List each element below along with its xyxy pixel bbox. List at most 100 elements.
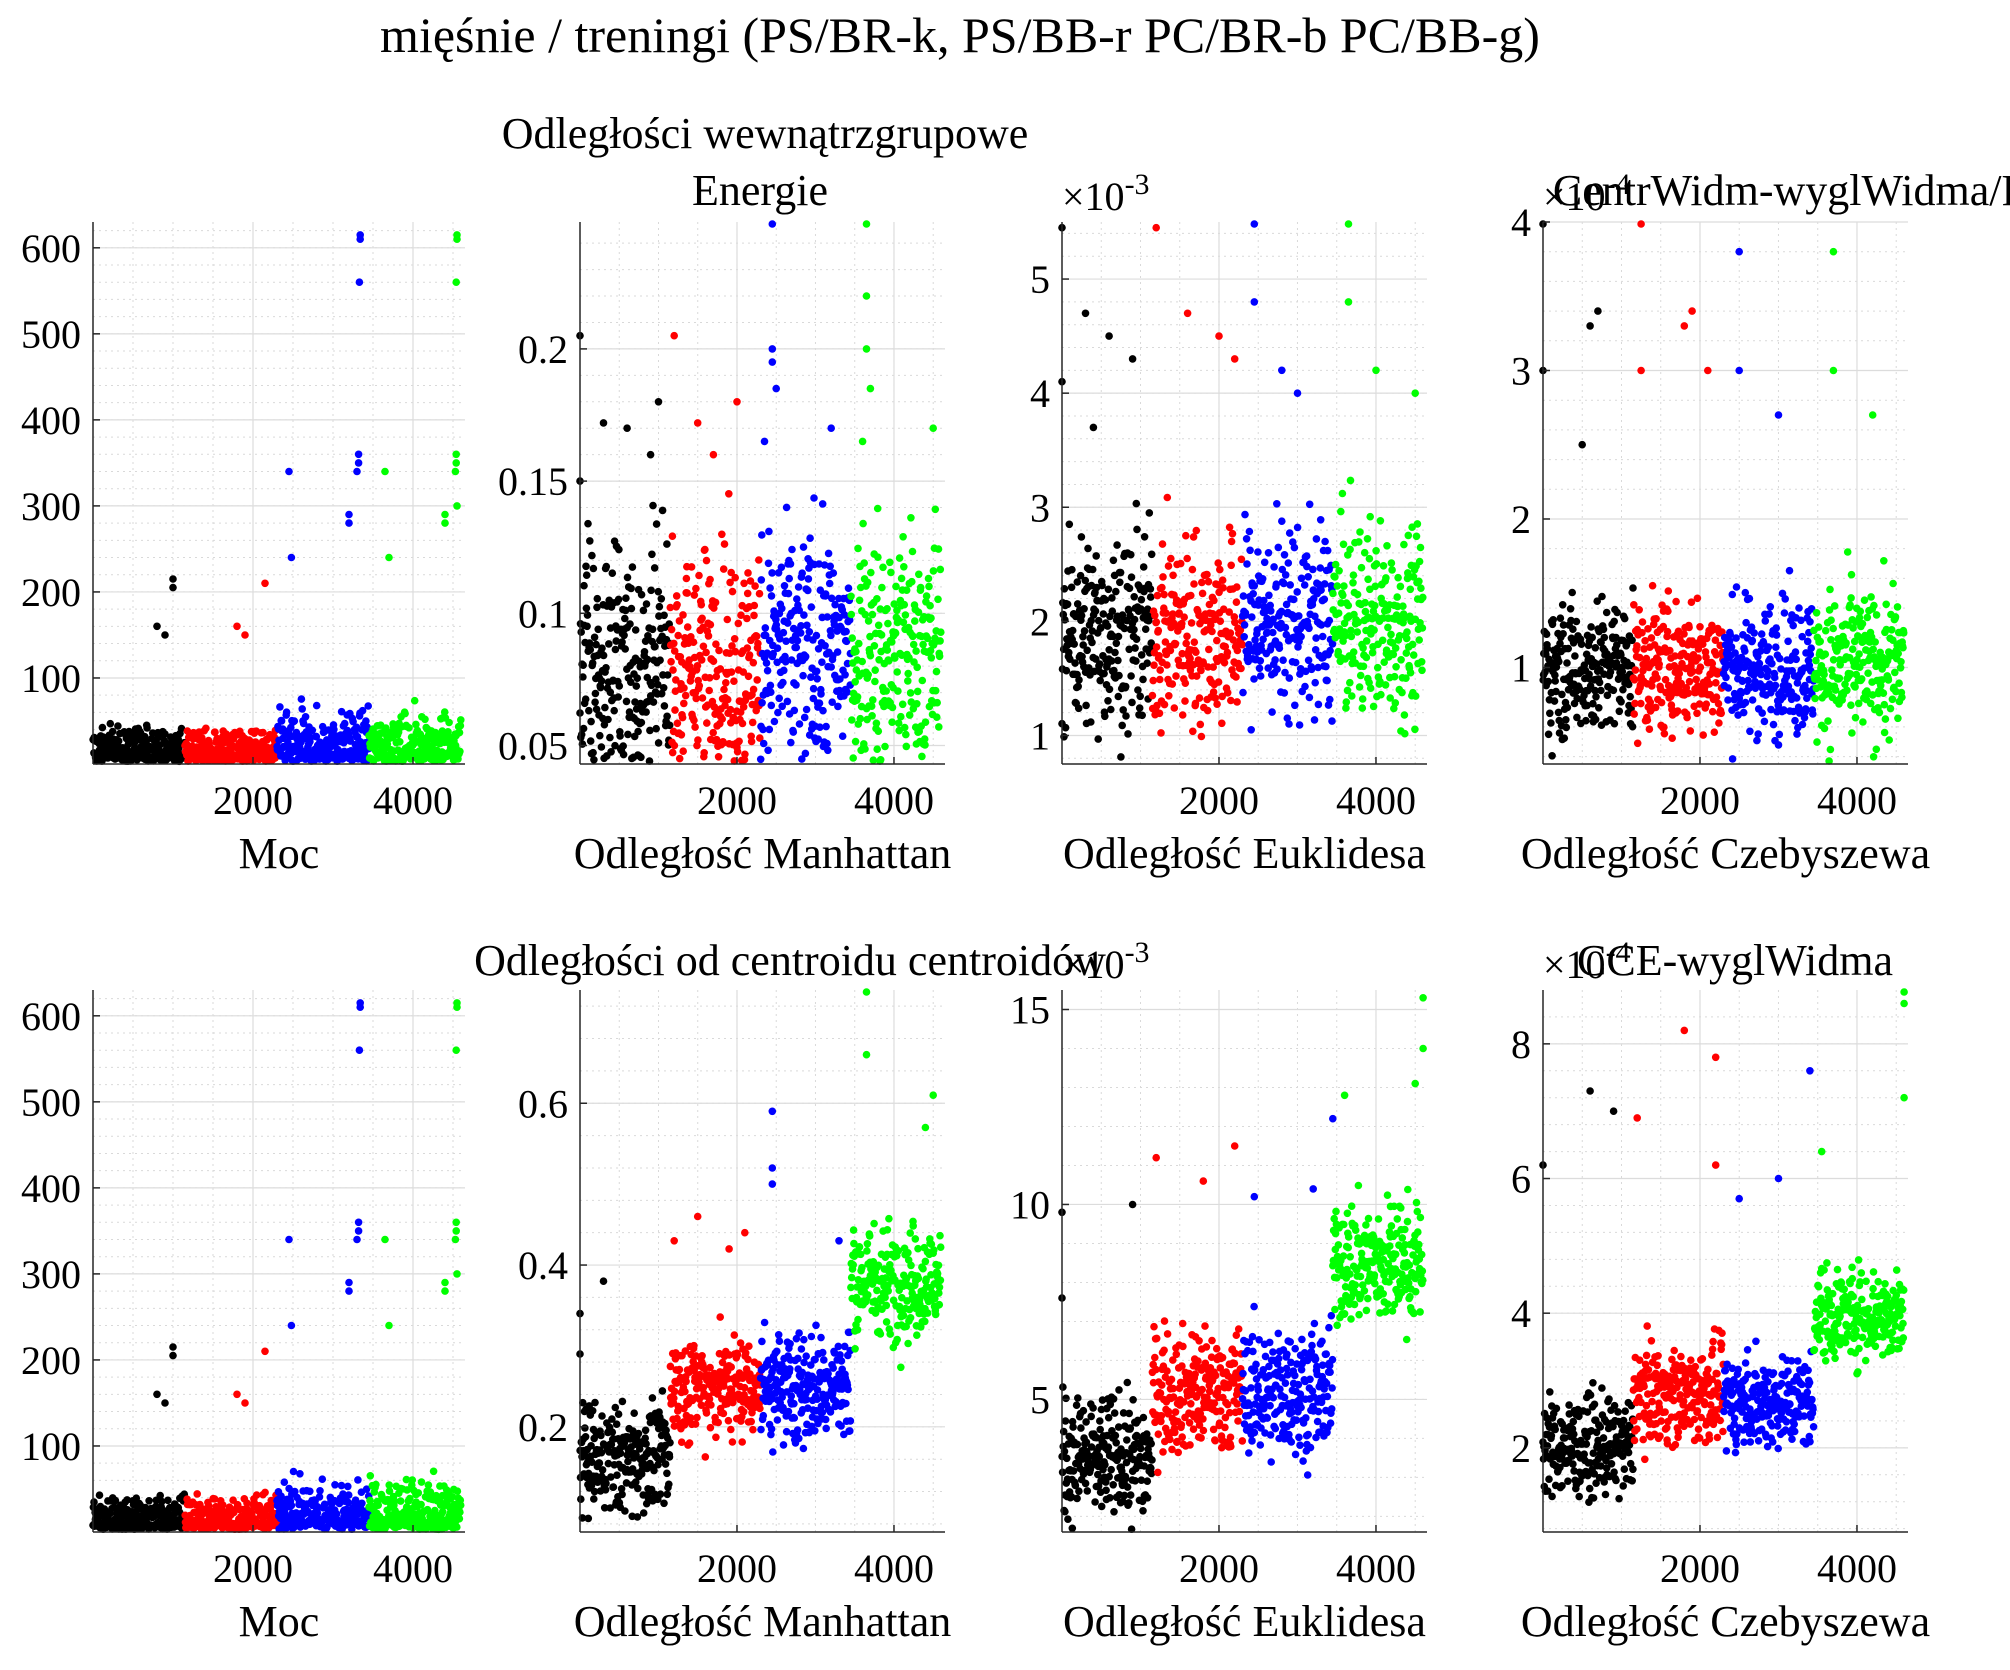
- data-point: [1229, 530, 1237, 538]
- data-point: [1280, 580, 1288, 588]
- data-point: [802, 750, 810, 758]
- data-point: [1754, 730, 1762, 738]
- data-point: [1182, 532, 1190, 540]
- data-point: [1183, 633, 1191, 641]
- data-point: [766, 584, 774, 592]
- data-point: [1156, 710, 1164, 718]
- data-point: [1306, 501, 1314, 509]
- data-point: [586, 639, 594, 647]
- data-point: [1694, 654, 1702, 662]
- data-point: [1687, 727, 1695, 735]
- data-point: [584, 520, 592, 528]
- data-point: [626, 620, 634, 628]
- data-point: [1897, 658, 1905, 666]
- data-point: [871, 642, 879, 650]
- data-point: [757, 756, 765, 764]
- data-point: [816, 699, 824, 707]
- data-point: [901, 724, 909, 732]
- data-point: [1204, 707, 1212, 715]
- data-point: [1113, 541, 1121, 549]
- data-point: [937, 628, 945, 636]
- data-point: [1864, 669, 1872, 677]
- data-point: [1775, 741, 1783, 749]
- data-point: [592, 690, 600, 698]
- data-point: [1334, 582, 1342, 590]
- data-point: [741, 751, 749, 759]
- data-point: [1699, 731, 1707, 739]
- data-point: [367, 1472, 375, 1480]
- data-point: [1130, 626, 1138, 634]
- data-point: [710, 657, 718, 665]
- data-point: [1196, 694, 1204, 702]
- data-point: [1882, 601, 1890, 609]
- data-point: [722, 679, 730, 687]
- data-point: [826, 580, 834, 588]
- data-point: [1084, 545, 1092, 553]
- data-point: [1815, 623, 1823, 631]
- data-point: [1746, 728, 1754, 736]
- data-point: [627, 585, 635, 593]
- data-point: [1191, 638, 1199, 646]
- data-point: [861, 745, 869, 753]
- data-point-outlier: [356, 278, 364, 286]
- data-point: [1149, 677, 1157, 685]
- data-point: [397, 1497, 405, 1505]
- data-point: [705, 632, 713, 640]
- data-point: [1725, 684, 1733, 692]
- data-point: [1205, 578, 1213, 586]
- data-point-outlier: [356, 235, 364, 243]
- data-point: [1106, 686, 1114, 694]
- data-point: [1282, 624, 1290, 632]
- data-point: [1249, 590, 1257, 598]
- data-point: [1377, 517, 1385, 525]
- x-axis-label: Moc: [239, 829, 320, 878]
- data-point: [804, 587, 812, 595]
- data-point: [1660, 723, 1668, 731]
- data-point: [1165, 692, 1173, 700]
- data-point: [584, 611, 592, 619]
- data-point: [1354, 628, 1362, 636]
- data-point: [107, 720, 115, 728]
- data-point: [1315, 701, 1323, 709]
- data-point: [1391, 673, 1399, 681]
- data-point-outlier: [1090, 424, 1098, 432]
- data-point: [1377, 691, 1385, 699]
- data-point: [590, 565, 598, 573]
- data-point: [1802, 705, 1810, 713]
- data-point: [701, 546, 709, 554]
- data-point: [1703, 700, 1711, 708]
- data-point: [164, 1497, 172, 1505]
- data-point: [1758, 630, 1766, 638]
- data-point: [1261, 559, 1269, 567]
- data-point: [720, 565, 728, 573]
- data-point: [1407, 586, 1415, 594]
- data-point: [680, 684, 688, 692]
- data-point-outlier: [345, 1287, 353, 1295]
- data-point: [1305, 657, 1313, 665]
- data-point: [1786, 567, 1794, 575]
- data-point: [1131, 644, 1139, 652]
- data-point: [798, 569, 806, 577]
- data-point: [1246, 547, 1254, 555]
- data-point: [817, 690, 825, 698]
- data-point: [1136, 693, 1144, 701]
- data-point: [601, 704, 609, 712]
- data-point: [1233, 583, 1241, 591]
- data-point: [1303, 552, 1311, 560]
- data-point: [1250, 675, 1258, 683]
- data-point: [291, 717, 299, 725]
- data-point-outlier: [1082, 310, 1090, 318]
- data-point: [1672, 598, 1680, 606]
- data-point: [674, 632, 682, 640]
- data-point: [803, 706, 811, 714]
- data-point: [623, 698, 631, 706]
- data-point: [588, 552, 596, 560]
- data-point: [1133, 526, 1141, 534]
- data-point: [669, 666, 677, 674]
- data-point: [1240, 633, 1248, 641]
- data-point: [827, 663, 835, 671]
- data-point-outlier: [355, 1227, 363, 1235]
- data-point: [1128, 699, 1136, 707]
- data-point: [780, 629, 788, 637]
